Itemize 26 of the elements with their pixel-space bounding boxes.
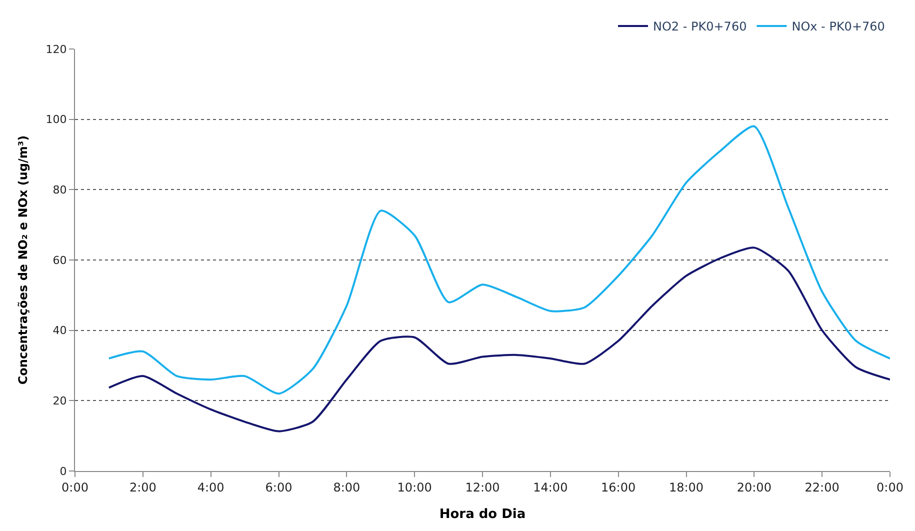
- y-tick-label: 120: [46, 42, 67, 56]
- y-tick-label: 0: [60, 464, 67, 478]
- legend-label: NOx - PK0+760: [792, 20, 885, 34]
- x-axis-title: Hora do Dia: [439, 507, 526, 522]
- legend-label: NO2 - PK0+760: [653, 20, 747, 34]
- x-tick-label: 0:00: [62, 480, 88, 494]
- y-axis-title: Concentrações de NO₂ e NOx (ug/m³): [16, 135, 30, 385]
- x-tick-label: 18:00: [668, 480, 704, 494]
- line-series: [108, 125, 890, 395]
- y-tick-label: 20: [52, 394, 67, 408]
- x-tick-label: 2:00: [129, 480, 156, 494]
- y-tick-label: 100: [46, 113, 67, 126]
- x-tick-label: 20:00: [736, 480, 772, 494]
- y-tick-label: 80: [52, 184, 67, 197]
- y-tick-label: 60: [52, 254, 67, 267]
- x-tick-label: 14:00: [533, 480, 568, 494]
- x-tick-label: 4:00: [197, 480, 224, 494]
- x-tick-label: 22:00: [804, 480, 840, 494]
- x-tick-label: 0:00: [876, 480, 904, 494]
- x-tick-label: 10:00: [397, 480, 432, 494]
- x-tick-label: 16:00: [601, 480, 636, 494]
- y-tick-label: 40: [52, 324, 67, 338]
- x-tick-label: 6:00: [265, 480, 292, 494]
- x-tick-label: 12:00: [465, 480, 500, 494]
- line-series: [108, 246, 890, 432]
- x-tick-label: 8:00: [333, 480, 360, 494]
